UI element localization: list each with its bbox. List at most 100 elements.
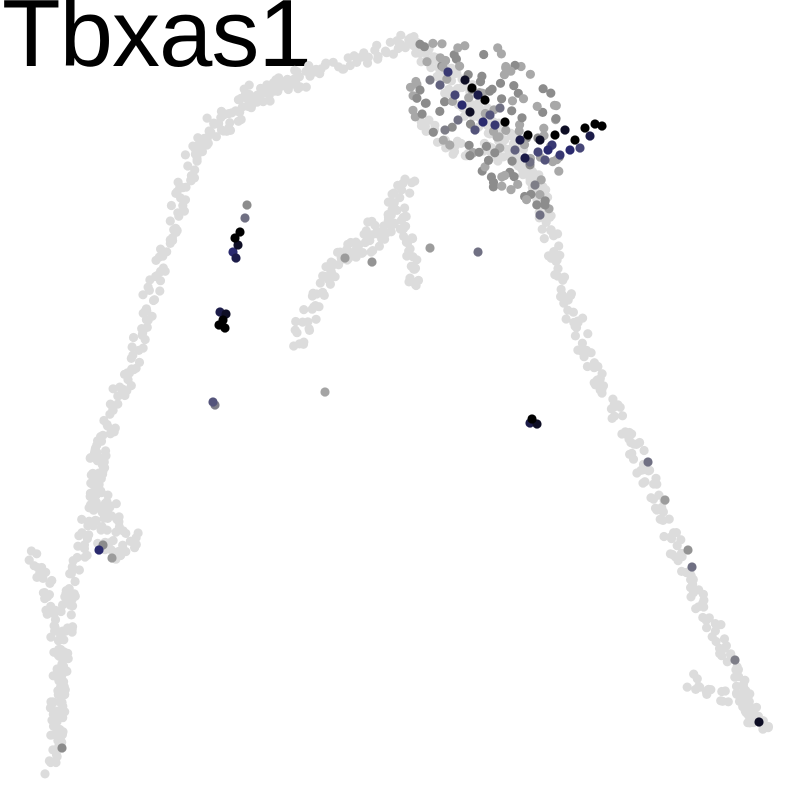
highlight-point [540, 155, 550, 165]
background-point [424, 115, 434, 125]
highlight-point [478, 117, 488, 127]
background-point [730, 672, 740, 682]
background-point [56, 731, 66, 742]
highlight-point [425, 75, 435, 85]
background-point [473, 109, 483, 119]
highlight-point [490, 120, 500, 130]
highlight-point [465, 107, 475, 117]
background-point [40, 594, 50, 604]
background-point [676, 535, 686, 545]
background-point [410, 263, 421, 273]
background-point [541, 217, 551, 227]
background-point [103, 513, 113, 524]
background-point [236, 114, 246, 125]
background-point [402, 251, 412, 261]
background-point [649, 479, 659, 489]
background-point [321, 58, 331, 68]
background-point [91, 491, 101, 501]
background-point [290, 325, 300, 335]
background-point [711, 636, 721, 647]
background-point [570, 321, 580, 331]
background-point [68, 556, 78, 566]
mid-point [536, 175, 546, 185]
background-point [211, 132, 221, 142]
highlight-point [535, 210, 545, 220]
highlight-point [440, 125, 450, 135]
mid-point [465, 151, 475, 161]
highlight-point [555, 150, 565, 160]
background-point [216, 125, 227, 135]
highlight-point [550, 130, 560, 140]
background-point [311, 314, 321, 324]
highlight-point [730, 655, 740, 665]
mid-point [554, 166, 564, 176]
mid-point [551, 114, 561, 124]
background-point [389, 218, 399, 228]
background-point [695, 682, 705, 692]
background-point [204, 126, 214, 136]
background-point [688, 588, 699, 598]
highlight-point [235, 227, 245, 237]
mid-point [464, 140, 474, 150]
background-point [274, 73, 284, 83]
mid-point [507, 156, 517, 166]
background-point [721, 641, 732, 651]
background-point [154, 252, 164, 262]
background-point [95, 502, 105, 512]
mid-point [490, 148, 500, 158]
background-point [304, 61, 314, 71]
highlight-point [540, 200, 550, 210]
background-point [26, 546, 36, 556]
background-point [86, 478, 96, 488]
background-point [359, 51, 370, 61]
highlight-point [523, 130, 533, 140]
background-point [45, 703, 56, 713]
mid-point [546, 88, 556, 98]
background-point [365, 235, 375, 246]
background-point [102, 419, 112, 430]
background-point [48, 745, 58, 755]
background-point [582, 361, 593, 372]
highlight-point [435, 80, 445, 90]
background-point [706, 685, 716, 695]
background-point [723, 697, 733, 707]
highlight-point [453, 115, 463, 125]
mid-point [495, 78, 506, 88]
background-point [644, 466, 654, 476]
background-point [597, 384, 607, 394]
mid-point [506, 185, 516, 195]
background-point [155, 286, 165, 296]
mid-point [455, 61, 465, 71]
highlight-point [473, 247, 483, 257]
background-point [312, 289, 322, 299]
mid-point [479, 49, 489, 60]
background-point [606, 404, 617, 414]
background-point [74, 565, 84, 575]
mid-point [497, 181, 507, 191]
background-point [303, 317, 313, 327]
mid-point [549, 100, 560, 110]
background-point [59, 686, 69, 696]
background-point [114, 512, 124, 522]
highlight-point [533, 147, 543, 157]
background-point [102, 497, 112, 507]
background-point [46, 757, 56, 768]
highlight-point [510, 145, 520, 155]
mid-point [460, 41, 470, 51]
highlight-point [485, 110, 495, 120]
background-point [628, 454, 639, 464]
background-point [403, 238, 413, 248]
mid-point [509, 81, 519, 91]
mid-point [421, 98, 431, 108]
background-point [609, 411, 620, 421]
highlight-point [683, 545, 693, 555]
mid-point [475, 77, 486, 87]
background-point [638, 478, 648, 488]
background-point [73, 541, 83, 551]
background-point [180, 150, 190, 160]
background-point [118, 540, 128, 550]
highlight-point [520, 153, 530, 163]
mid-point [538, 107, 548, 117]
highlight-point [480, 95, 490, 105]
background-point [171, 224, 181, 234]
